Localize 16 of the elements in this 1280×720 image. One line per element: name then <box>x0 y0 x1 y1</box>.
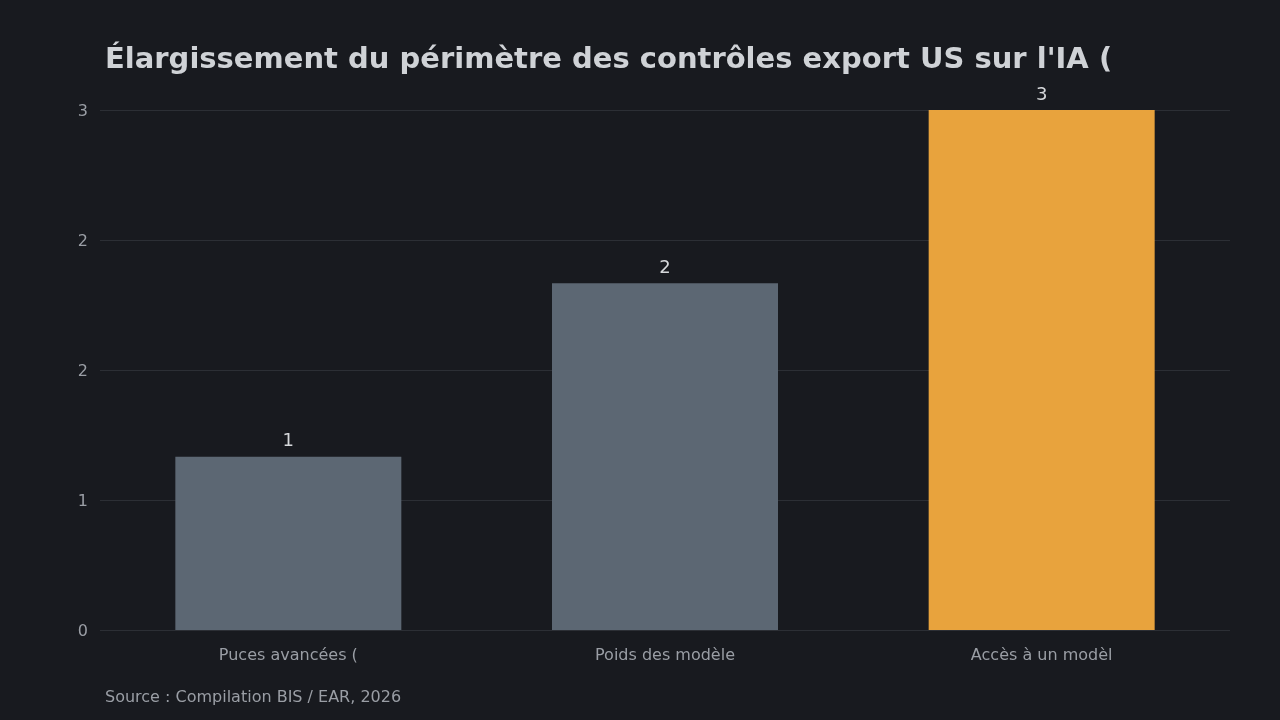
chart-title: Élargissement du périmètre des contrôles export US sur l'IA ( <box>105 40 1113 75</box>
x-tick-label: Poids des modèle <box>595 644 735 664</box>
bar <box>552 283 778 630</box>
y-tick-label: 2 <box>77 360 88 380</box>
x-tick-label: Puces avancées ( <box>218 644 358 664</box>
y-tick-label: 0 <box>77 620 88 640</box>
y-tick-label: 1 <box>77 490 88 510</box>
data-label: 3 <box>1035 82 1048 104</box>
source-note: Source : Compilation BIS / EAR, 2026 <box>105 686 402 706</box>
data-label: 2 <box>659 255 671 277</box>
y-tick-label: 3 <box>77 100 88 120</box>
x-tick-label: Accès à un modèl <box>970 644 1113 664</box>
y-tick-label: 2 <box>77 230 88 250</box>
bar <box>175 456 402 630</box>
bar <box>928 110 1155 630</box>
data-label: 1 <box>282 429 295 451</box>
